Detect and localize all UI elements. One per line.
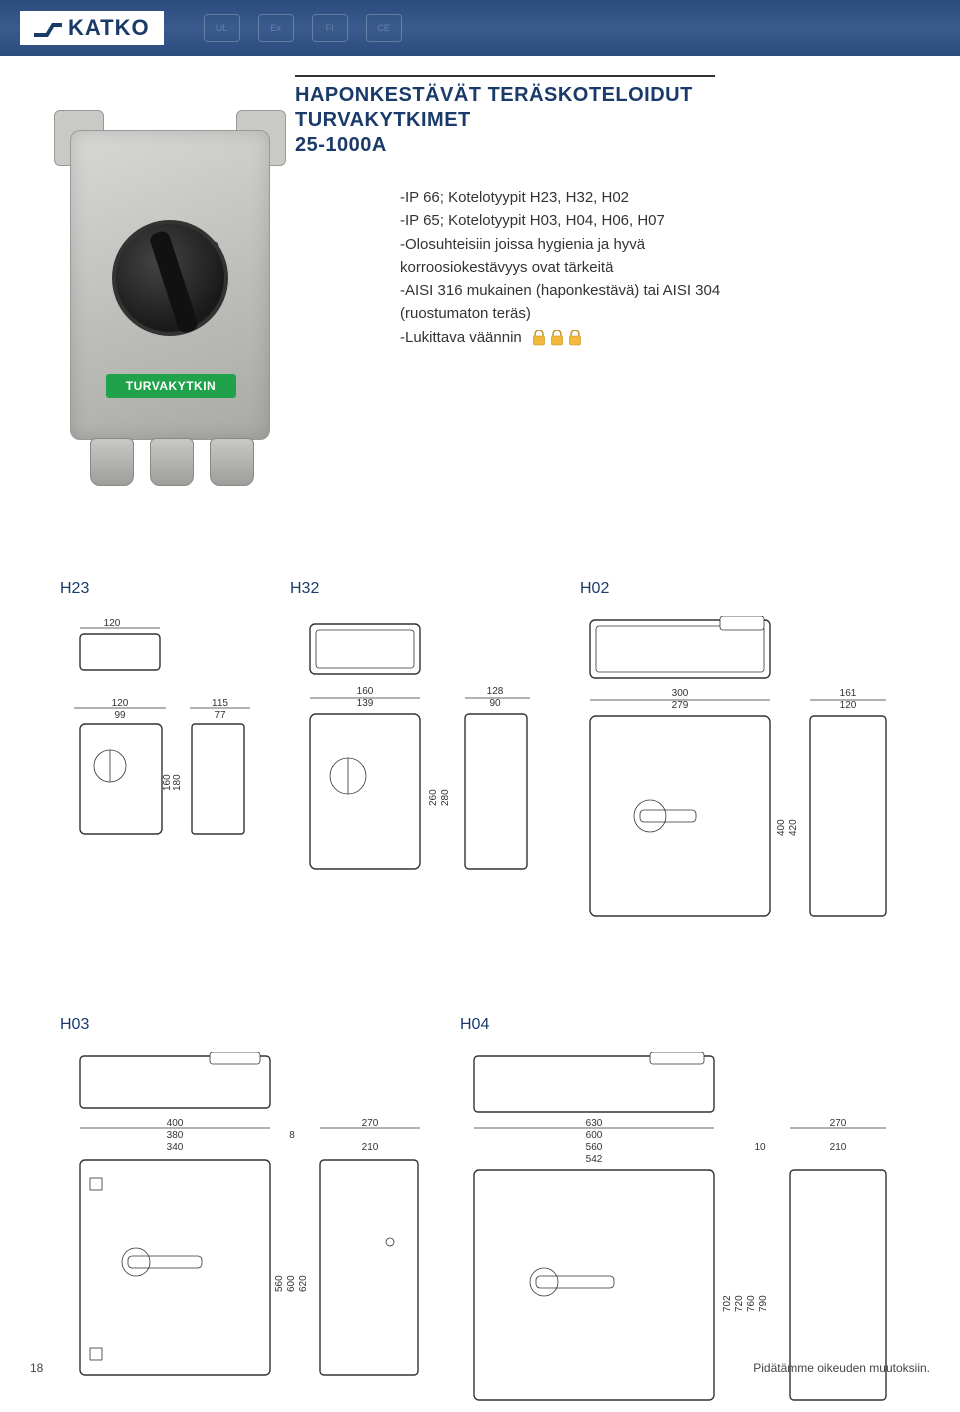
diagram-h03: H03 400 380 340 8 270 210	[60, 1016, 440, 1412]
svg-text:702: 702	[722, 1295, 733, 1312]
svg-text:160: 160	[357, 686, 374, 697]
lock-icon	[550, 330, 564, 346]
svg-text:280: 280	[440, 789, 451, 806]
svg-text:420: 420	[788, 819, 799, 836]
title-line1: HAPONKESTÄVÄT TERÄSKOTELOIDUT	[295, 83, 715, 108]
cert-icon: CE	[366, 14, 402, 42]
brand-logo: KATKO	[20, 11, 164, 45]
feature-line: -AISI 316 mukainen (haponkestävä) tai AI…	[400, 279, 720, 302]
diagram-label: H23	[60, 580, 260, 598]
svg-text:630: 630	[586, 1118, 603, 1129]
brand-mark-icon	[34, 19, 62, 37]
gland-icon	[150, 438, 194, 486]
cable-glands	[90, 438, 254, 486]
svg-text:560: 560	[274, 1275, 285, 1292]
svg-text:120: 120	[840, 700, 857, 711]
svg-text:139: 139	[357, 698, 374, 709]
cert-icon: UL	[204, 14, 240, 42]
cert-icon: Ex	[258, 14, 294, 42]
svg-text:128: 128	[487, 686, 504, 697]
svg-text:90: 90	[489, 698, 501, 709]
svg-text:720: 720	[734, 1295, 745, 1312]
cert-icon: FI	[312, 14, 348, 42]
svg-text:380: 380	[167, 1130, 184, 1141]
product-badge: TURVAKYTKIN	[106, 374, 236, 398]
diagram-h32-svg: 160 139 128 90 260 280	[290, 616, 550, 896]
svg-text:279: 279	[672, 700, 689, 711]
lock-icon-row	[532, 330, 582, 346]
brand-text: KATKO	[68, 15, 150, 41]
svg-text:115: 115	[212, 698, 228, 709]
diagram-label: H02	[580, 580, 900, 598]
svg-text:340: 340	[167, 1142, 184, 1153]
diagram-h32: H32 160 139 128 90 260 280	[290, 580, 550, 896]
svg-text:270: 270	[362, 1118, 379, 1129]
lock-icon	[568, 330, 582, 346]
feature-list: -IP 66; Kotelotyypit H23, H32, H02 -IP 6…	[400, 186, 720, 349]
product-photo: KATKO TURVAKYTKIN	[30, 70, 310, 510]
svg-text:161: 161	[840, 688, 857, 699]
feature-line: korroosiokestävyys ovat tärkeitä	[400, 256, 720, 279]
svg-text:542: 542	[586, 1154, 603, 1165]
rotary-knob-icon	[112, 220, 228, 336]
svg-text:790: 790	[758, 1295, 769, 1312]
footer: 18 Pidätämme oikeuden muutoksiin.	[0, 1361, 960, 1375]
diagram-h23: H23 120 120 99 115 77 160 180	[60, 580, 260, 856]
gland-icon	[90, 438, 134, 486]
diagram-label: H03	[60, 1016, 440, 1034]
diagrams-section: H23 120 120 99 115 77 160 180	[0, 580, 960, 1412]
cert-icon-row: UL Ex FI CE	[204, 14, 402, 42]
svg-text:600: 600	[586, 1130, 603, 1141]
svg-text:300: 300	[672, 688, 689, 699]
svg-text:120: 120	[104, 618, 121, 629]
diagram-h04-svg: 630 600 560 542 10 270 210 702 720 760 7…	[460, 1052, 900, 1412]
svg-text:400: 400	[167, 1118, 184, 1129]
feature-line: (ruostumaton teräs)	[400, 302, 720, 325]
svg-text:760: 760	[746, 1295, 757, 1312]
feature-text: -Lukittava väännin	[400, 329, 522, 346]
page-number: 18	[30, 1361, 43, 1375]
svg-text:10: 10	[754, 1142, 766, 1153]
svg-text:99: 99	[114, 710, 126, 721]
title-line2: TURVAKYTKIMET	[295, 108, 715, 133]
svg-text:210: 210	[830, 1142, 847, 1153]
svg-text:8: 8	[289, 1130, 295, 1141]
diagram-label: H04	[460, 1016, 900, 1034]
feature-line: -Olosuhteisiin joissa hygienia ja hyvä	[400, 233, 720, 256]
svg-text:270: 270	[830, 1118, 847, 1129]
feature-line: -IP 65; Kotelotyypit H03, H04, H06, H07	[400, 209, 720, 232]
svg-text:620: 620	[298, 1275, 309, 1292]
svg-text:120: 120	[112, 698, 129, 709]
diagram-row-1: H23 120 120 99 115 77 160 180	[60, 580, 900, 936]
diagram-h23-svg: 120 120 99 115 77 160 180	[60, 616, 260, 856]
header-bar: KATKO UL Ex FI CE	[0, 0, 960, 56]
title-block: HAPONKESTÄVÄT TERÄSKOTELOIDUT TURVAKYTKI…	[295, 75, 715, 158]
svg-text:400: 400	[776, 819, 787, 836]
feature-line: -Lukittava väännin	[400, 326, 720, 349]
diagram-h03-svg: 400 380 340 8 270 210 560 600 620	[60, 1052, 440, 1392]
svg-text:560: 560	[586, 1142, 603, 1153]
svg-text:260: 260	[428, 789, 439, 806]
svg-text:210: 210	[362, 1142, 379, 1153]
svg-text:180: 180	[172, 774, 183, 791]
diagram-row-2: H03 400 380 340 8 270 210	[60, 1016, 900, 1412]
gland-icon	[210, 438, 254, 486]
diagram-h04: H04 630 600 560 542 10 270 210	[460, 1016, 900, 1412]
diagram-h02: H02 300 279 161 120 400	[580, 580, 900, 936]
svg-text:77: 77	[214, 710, 226, 721]
diagram-h02-svg: 300 279 161 120 400 420	[580, 616, 900, 936]
svg-text:600: 600	[286, 1275, 297, 1292]
feature-line: -IP 66; Kotelotyypit H23, H32, H02	[400, 186, 720, 209]
title-line3: 25-1000A	[295, 133, 715, 158]
footer-note: Pidätämme oikeuden muutoksiin.	[753, 1361, 930, 1375]
lock-icon	[532, 330, 546, 346]
diagram-label: H32	[290, 580, 550, 598]
